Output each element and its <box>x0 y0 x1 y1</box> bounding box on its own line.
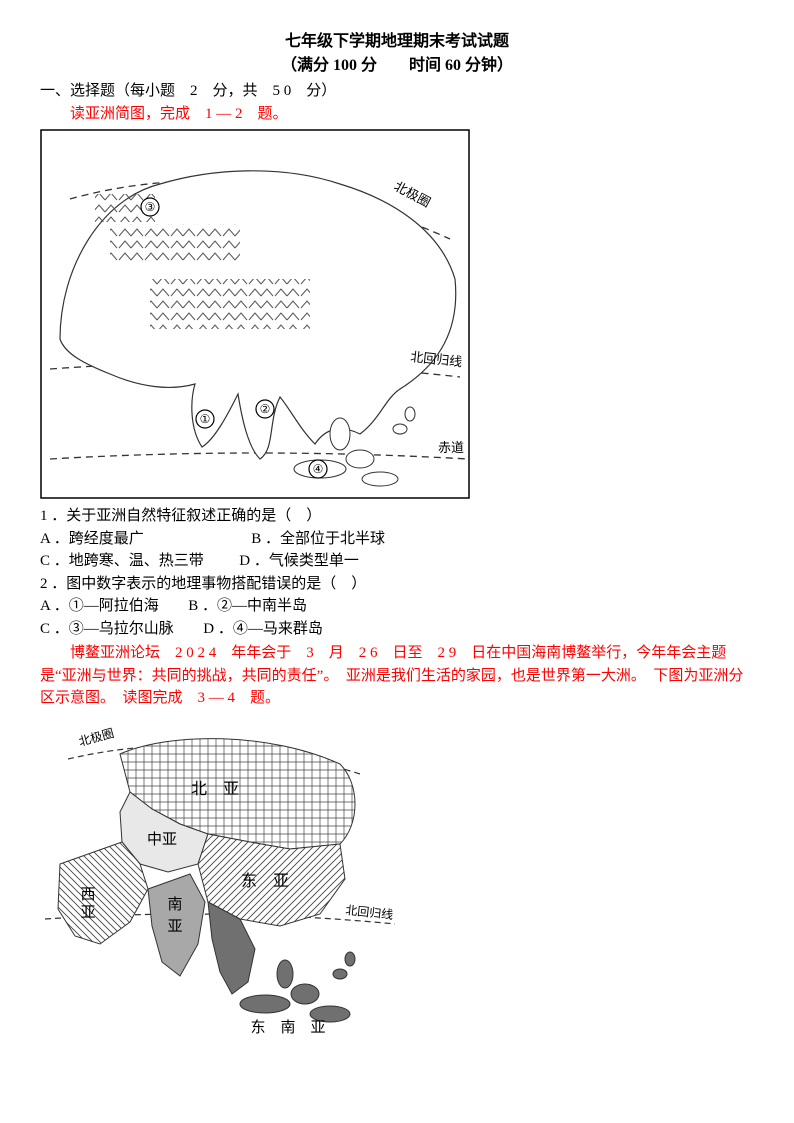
q1-opt-a: A ．跨经度最广 <box>40 531 144 547</box>
context-2-text: 博鳌亚洲论坛 2 0 2 4 年年会于 3 月 2 6 日至 2 9 日在中国海… <box>40 645 743 706</box>
marker-4: ④ <box>313 462 324 476</box>
q1-opt-c: C ．地跨寒、温、热三带 <box>40 553 204 569</box>
marker-3: ③ <box>145 200 156 214</box>
label-east-asia: 东 亚 <box>241 872 289 890</box>
label-central-asia: 中亚 <box>147 831 177 848</box>
q1-stem: 1 ．关于亚洲自然特征叙述正确的是（ ） <box>40 505 754 528</box>
label-arctic-2: 北极圈 <box>77 726 115 749</box>
q1-opt-d: D ．气候类型单一 <box>239 553 359 569</box>
q1-options-row1: A ．跨经度最广 B ．全部位于北半球 <box>40 528 754 551</box>
q2-opt-b: B ．②—中南半岛 <box>188 598 307 614</box>
page-title: 七年级下学期地理期末考试试题 <box>40 30 754 54</box>
q1-options-row2: C ．地跨寒、温、热三带 D ．气候类型单一 <box>40 550 754 573</box>
page-subtitle: （满分 100 分 时间 60 分钟） <box>40 54 754 78</box>
context-2: 博鳌亚洲论坛 2 0 2 4 年年会于 3 月 2 6 日至 2 9 日在中国海… <box>40 642 754 710</box>
map2-svg: 北 亚 中亚 西亚 南亚 东 亚 东 南 亚 北极圈 北回归线 <box>40 714 400 1054</box>
map1-svg: 北极圈 北回归线 赤道 ① ② ③ ④ <box>40 129 470 499</box>
asia-regions-map: 北 亚 中亚 西亚 南亚 东 亚 东 南 亚 北极圈 北回归线 <box>40 714 754 1054</box>
q2-opt-c: C ．③—乌拉尔山脉 <box>40 621 174 637</box>
marker-1: ① <box>200 412 211 426</box>
label-north-asia: 北 亚 <box>191 780 239 798</box>
q1-opt-b: B ．全部位于北半球 <box>251 531 385 547</box>
asia-outline-map: 北极圈 北回归线 赤道 ① ② ③ ④ <box>40 129 754 499</box>
marker-2: ② <box>260 402 271 416</box>
q2-stem: 2 ．图中数字表示的地理事物搭配错误的是（ ） <box>40 573 754 596</box>
context-1: 读亚洲简图，完成 1 — 2 题。 <box>40 103 754 126</box>
q2-opt-a: A ．①—阿拉伯海 <box>40 598 159 614</box>
q2-opt-d: D ．④—马来群岛 <box>203 621 323 637</box>
section-1-heading: 一、选择题（每小题 2 分，共 5 0 分） <box>40 80 754 103</box>
label-tropic-2: 北回归线 <box>345 903 394 922</box>
q2-options-row1: A ．①—阿拉伯海 B ．②—中南半岛 <box>40 595 754 618</box>
q2-options-row2: C ．③—乌拉尔山脉 D ．④—马来群岛 <box>40 618 754 641</box>
label-se-asia: 东 南 亚 <box>250 1019 325 1036</box>
label-equator: 赤道 <box>438 440 464 455</box>
